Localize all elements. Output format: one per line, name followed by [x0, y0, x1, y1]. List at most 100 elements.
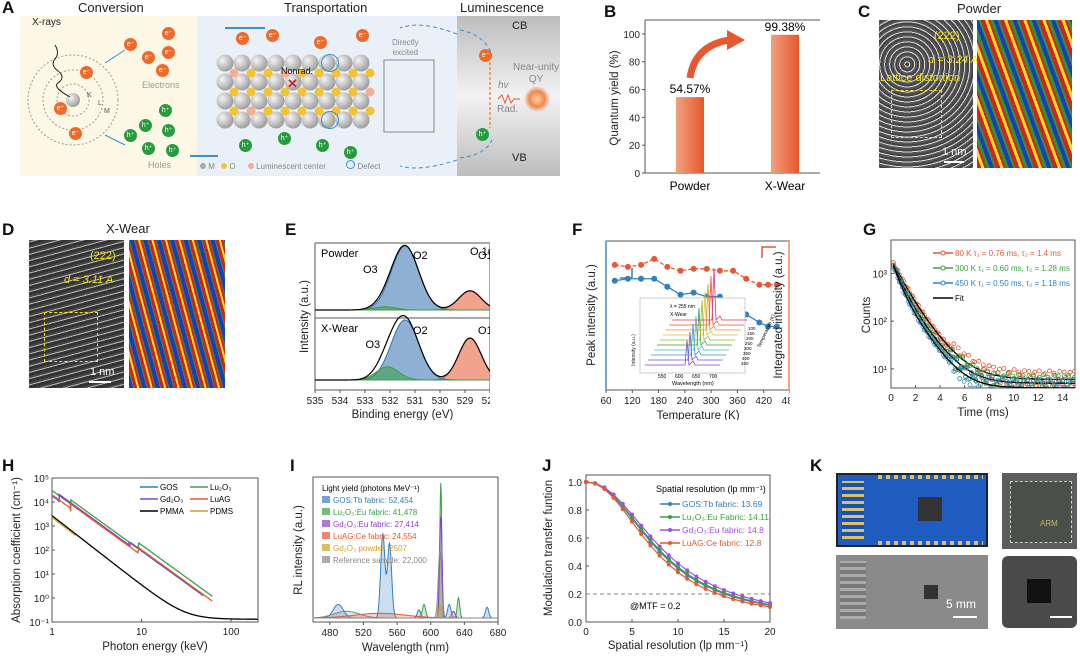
legend-title: Light yield (photons MeV⁻¹) [322, 484, 420, 493]
data-point [712, 587, 717, 592]
directly-excited-line2: excited [392, 48, 419, 57]
xray-wave-icon [52, 44, 71, 98]
data-point [731, 591, 736, 596]
x-tick-label: 360 [729, 396, 746, 407]
plane-label-c: (222) [934, 30, 960, 42]
data-point [1016, 372, 1021, 377]
electron-icon: e⁻ [156, 64, 169, 77]
scale-bar-c [944, 161, 964, 163]
legend-entry: PMMA [160, 507, 185, 516]
data-point [694, 582, 699, 587]
data-point [648, 537, 653, 542]
inset-x-tick: 650 [692, 374, 701, 380]
qy-line1: Near-unity [513, 62, 560, 73]
oxygen-icon [246, 68, 256, 78]
shell-k: K [87, 92, 92, 99]
shell-l: L [98, 100, 102, 107]
inset-z-tick: 400 [742, 356, 750, 361]
panel-d: D X-Wear (222) d = 3.11 A 1 nm [0, 190, 270, 390]
threshold-annotation: @MTF = 0.2 [630, 601, 680, 611]
lattice-atom-icon [250, 73, 268, 91]
lattice-atom-icon [250, 111, 268, 129]
x-tick-label: 534 [332, 396, 349, 407]
data-point [1072, 368, 1075, 374]
data-point [731, 597, 736, 602]
x-tick-label: 520 [355, 628, 372, 639]
y-axis-label: Intensity (a.u.) [299, 280, 311, 353]
panel-label-i: I [290, 456, 295, 475]
data-point [694, 574, 699, 579]
right-axis-arrow-icon [761, 246, 776, 258]
data-point [955, 367, 961, 373]
x-tick-label: 640 [456, 628, 473, 639]
y-tick-label: 60 [629, 86, 641, 97]
panel-label-e: E [285, 220, 297, 239]
lattice-atom-icon [233, 111, 251, 129]
x-tick-label: 1 [49, 627, 55, 638]
y-tick-label: 20 [629, 141, 641, 152]
panel-a: A Conversion Transportation Lum [0, 0, 560, 180]
atom-shells [27, 54, 119, 146]
pcb-xray-chip [924, 585, 938, 599]
data-point [967, 382, 973, 388]
lattice-atom-icon [335, 54, 353, 72]
panel-label-k: K [810, 456, 823, 475]
data-point [1020, 377, 1026, 383]
xrays-label: X-rays [32, 17, 61, 28]
legend-luminescent-center: Luminescent center [256, 162, 326, 171]
hole-icon: h⁺ [139, 119, 152, 132]
data-point [1057, 368, 1063, 374]
panel-label-h: H [2, 456, 15, 475]
data-point [985, 368, 991, 374]
chart-mtf: 0 5 10 15 20 0.0 0.2 0.4 0.6 0.8 1.0 Spatial resolu… [543, 474, 776, 652]
data-point [685, 568, 690, 573]
legend-entry: Fit [955, 294, 965, 303]
data-point [593, 481, 598, 486]
data-point [611, 277, 618, 284]
electron-icon: e⁻ [54, 102, 67, 115]
data-point [1044, 385, 1049, 388]
legend-entry: Gd₂O₃:Eu fabric: 27,414 [333, 520, 420, 529]
x-tick-label: 240 [677, 396, 694, 407]
x-tick-label: 600 [422, 628, 439, 639]
data-point [960, 364, 966, 370]
data-point [993, 392, 997, 396]
legend-entry: PDMS [210, 507, 233, 516]
electron-icon: e⁻ [356, 29, 369, 42]
data-point [648, 543, 653, 548]
legend-marker [668, 528, 672, 532]
data-point [1054, 383, 1060, 388]
data-point [765, 323, 772, 330]
legend-entry: GOS [160, 483, 178, 492]
legend-marker [668, 502, 672, 506]
x-axis-label: Wavelength (nm) [362, 642, 449, 654]
hole-icon: h⁺ [166, 144, 179, 157]
y-tick-label: 10¹ [873, 365, 888, 376]
data-point [690, 289, 697, 296]
oxygen-icon [263, 87, 273, 97]
oxygen-icon [229, 106, 239, 116]
chart-absorption: 1 10 100 10⁻¹ 10⁰ 10¹ 10² 10³ 10⁴ 10⁵ Photon energ… [11, 474, 259, 653]
x-tick-label: 14 [1057, 393, 1069, 404]
data-point [651, 255, 658, 262]
y-tick-label: 40 [629, 113, 641, 124]
data-point [1001, 366, 1007, 371]
data-point [1054, 386, 1059, 388]
y-tick-label: 100 [623, 30, 640, 41]
d-spacing-d: d = 3.11 A [64, 274, 114, 286]
data-point [1046, 387, 1047, 388]
data-point [676, 570, 680, 575]
data-point [924, 316, 930, 322]
data-point [952, 368, 958, 374]
inset-z-tick: 100 [748, 326, 756, 331]
data-point [1003, 392, 1007, 396]
photon-wave-icon [497, 93, 520, 105]
panel-c: C Powder (222) d = 3.24 A Lattice distor… [820, 0, 1080, 190]
y-tick-label: 1.0 [568, 478, 582, 489]
legend-o: O [229, 162, 236, 171]
data-point [1020, 372, 1026, 378]
data-point [1061, 373, 1067, 379]
data-point [1041, 372, 1046, 378]
data-point [1072, 374, 1075, 380]
inset-spectrum [663, 291, 738, 336]
